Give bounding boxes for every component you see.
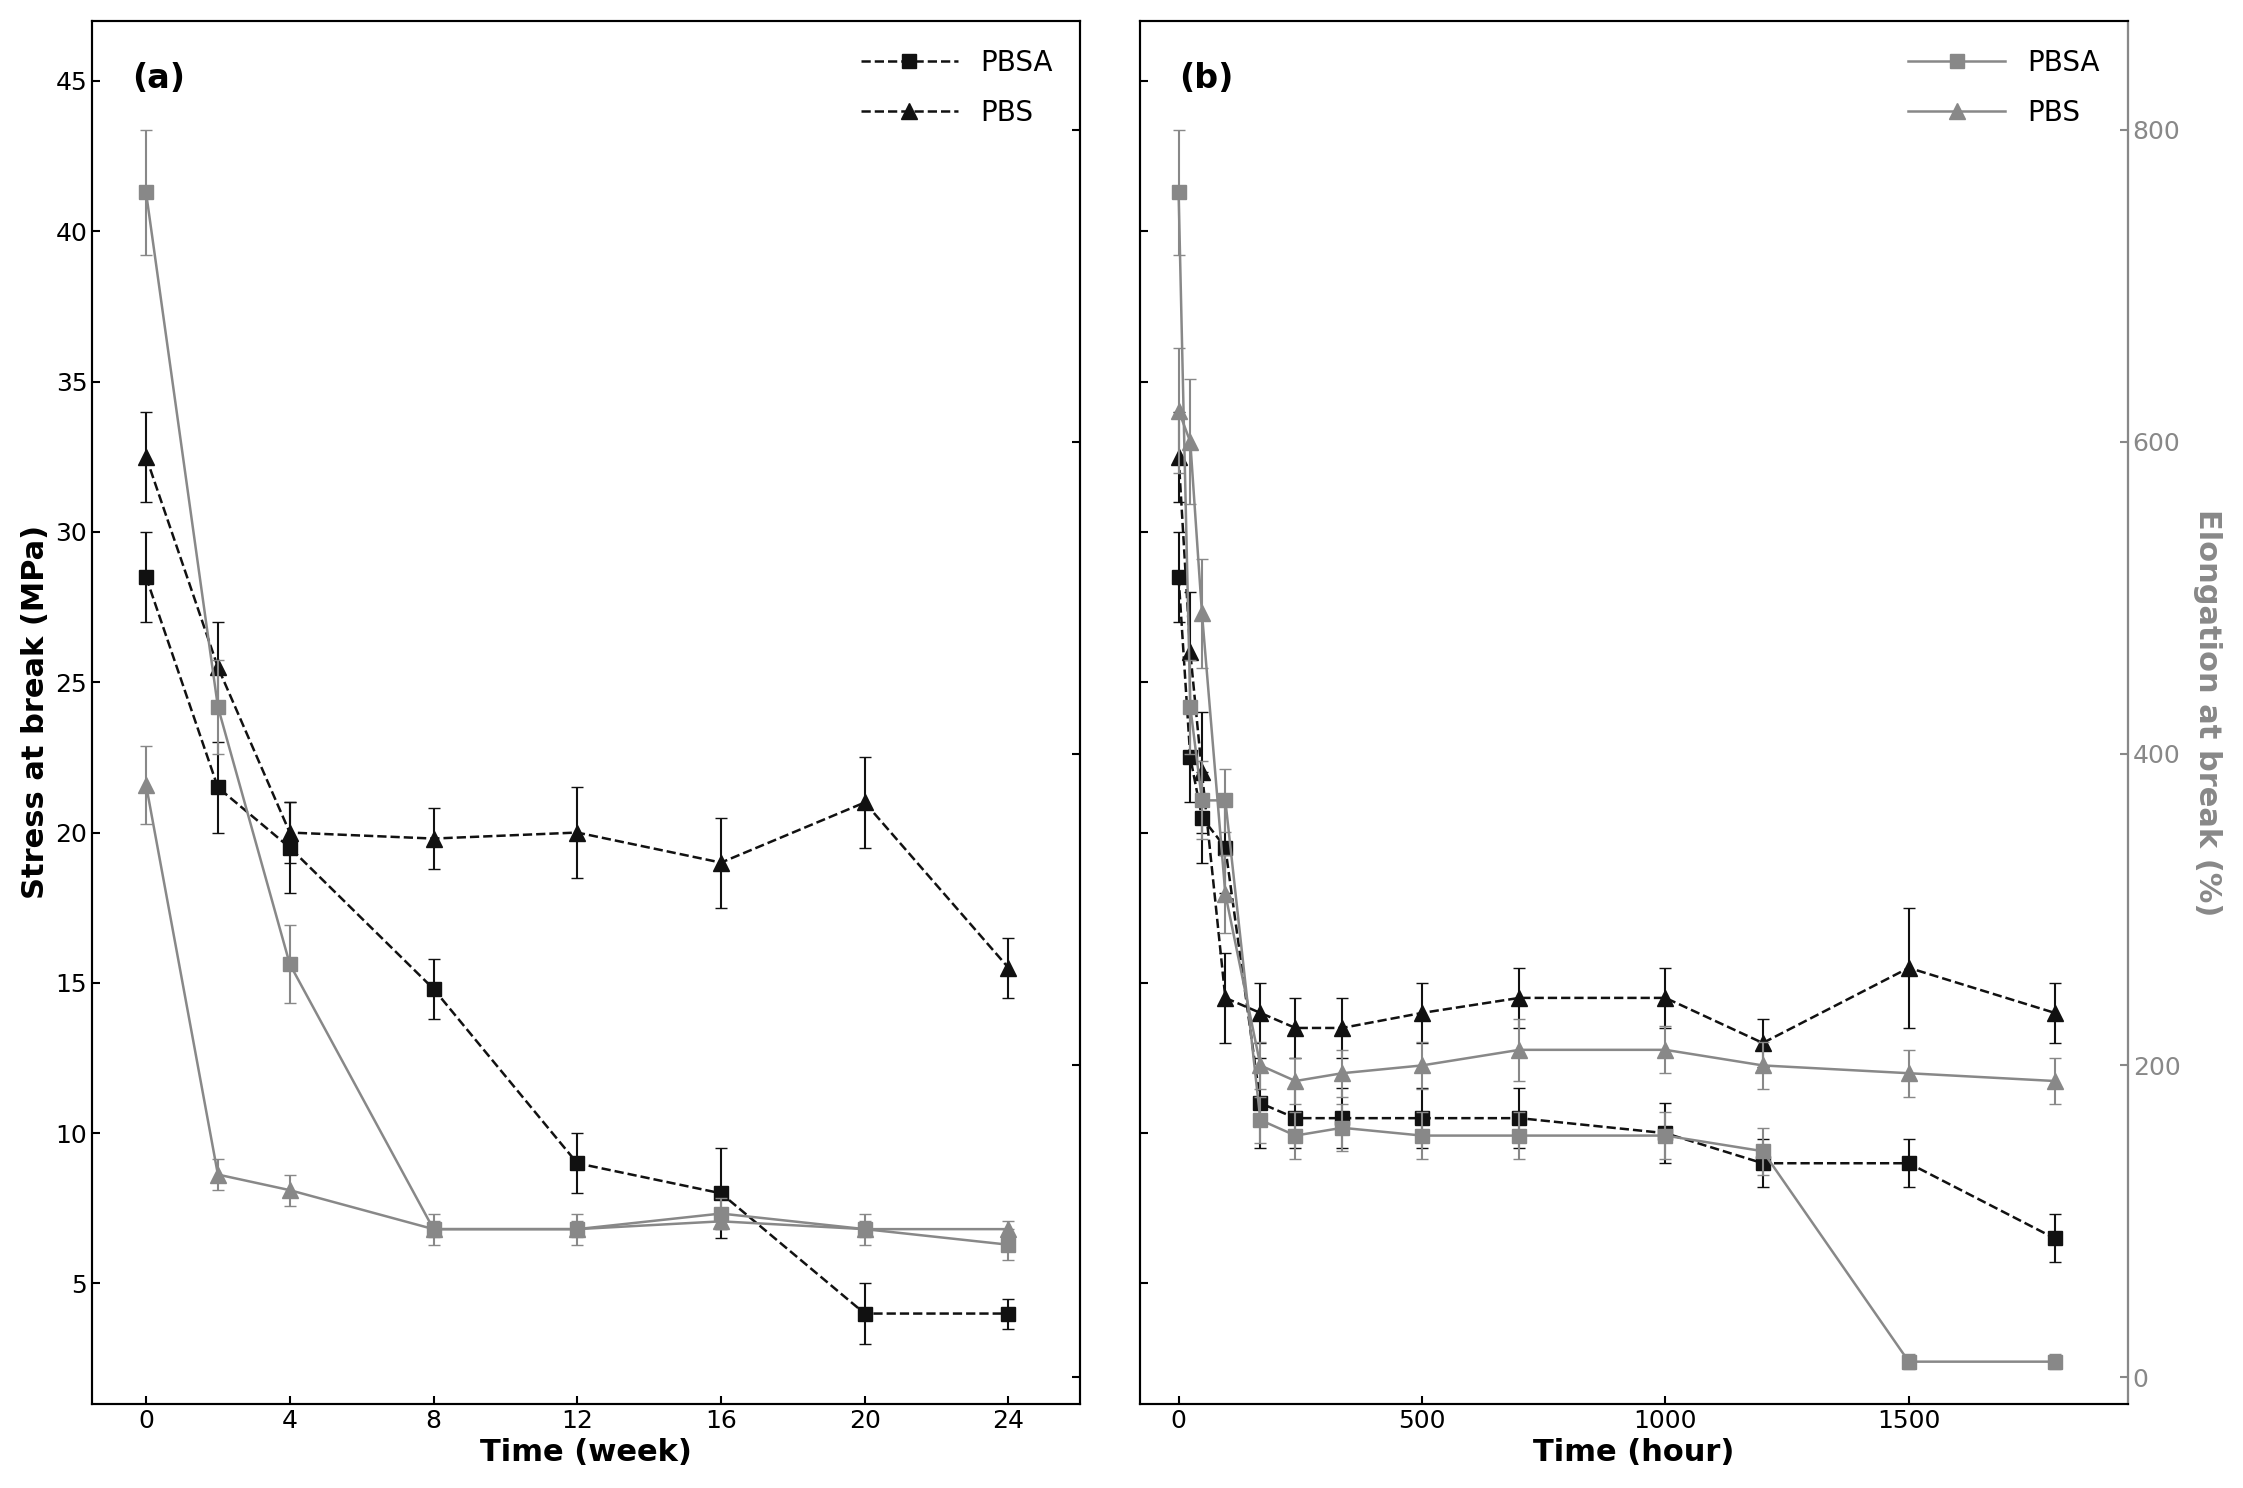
Legend: PBSA, PBS: PBSA, PBS: [1895, 34, 2113, 141]
X-axis label: Time (week): Time (week): [480, 1439, 693, 1467]
Text: (b): (b): [1180, 62, 1234, 95]
Text: (a): (a): [132, 62, 184, 95]
Legend: PBSA, PBS: PBSA, PBS: [848, 34, 1065, 141]
X-axis label: Time (hour): Time (hour): [1532, 1439, 1734, 1467]
Y-axis label: Elongation at break (%): Elongation at break (%): [2194, 509, 2223, 917]
Y-axis label: Stress at break (MPa): Stress at break (MPa): [20, 525, 49, 899]
